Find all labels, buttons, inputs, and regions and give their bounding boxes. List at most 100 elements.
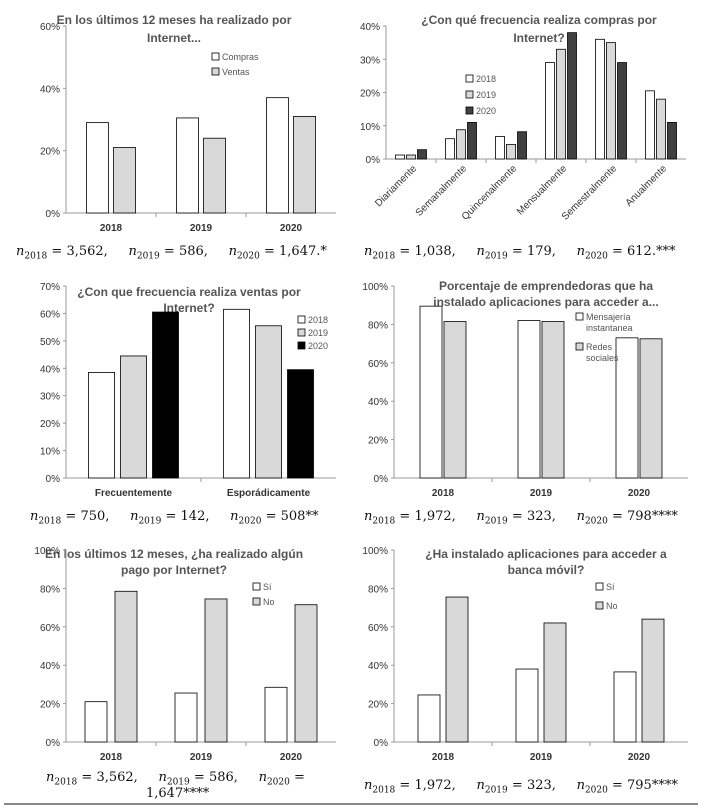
x-tick-label: 2019 bbox=[190, 752, 213, 763]
x-tick-label: Semestralmente bbox=[560, 163, 620, 223]
bar-c4-Mensajería-instantanea-2019 bbox=[517, 320, 541, 479]
bar-c1-Compras-2019 bbox=[176, 117, 199, 214]
chart-panel-apps-installed: Porcentaje de emprendedoras que ha instal… bbox=[356, 276, 698, 508]
legend-label: sociales bbox=[586, 353, 619, 363]
bar-c2-2020-Semanalmente bbox=[467, 122, 477, 160]
bar-c2-2019-Semestralmente bbox=[606, 42, 616, 160]
y-tick-label: 80% bbox=[368, 320, 388, 331]
y-tick-label: 0% bbox=[46, 474, 61, 485]
y-tick-label: 80% bbox=[40, 584, 60, 595]
y-tick-label: 30% bbox=[360, 55, 380, 66]
legend-swatch bbox=[211, 52, 220, 61]
y-tick-label: 40% bbox=[360, 22, 380, 33]
bar-c2-2019-Quincenalmente bbox=[506, 143, 516, 160]
y-tick-label: 10% bbox=[360, 122, 380, 133]
x-tick-label: 2020 bbox=[628, 752, 651, 763]
x-tick-label: 2020 bbox=[280, 223, 303, 234]
y-tick-label: 20% bbox=[40, 700, 60, 711]
bar-c5-Sí-2018 bbox=[84, 701, 108, 743]
chart-title: ¿Con que frecuencia realiza ventas por bbox=[77, 285, 301, 299]
legend-swatch bbox=[297, 315, 306, 324]
y-tick-label: 40% bbox=[40, 84, 60, 95]
x-tick-label: Diariamente bbox=[373, 163, 419, 209]
legend-label: No bbox=[263, 597, 275, 607]
legend-label: Sí bbox=[263, 582, 272, 592]
sample-note-purchase-frequency: n2018 = 1,038, n2019 = 179, n2020 = 612.… bbox=[364, 244, 676, 262]
bottom-divider bbox=[4, 803, 698, 805]
y-tick-label: 70% bbox=[40, 282, 60, 293]
bar-c2-2018-Semanalmente bbox=[445, 138, 455, 160]
chart-title: pago por Internet? bbox=[121, 563, 227, 577]
bar-c2-2019-Semanalmente bbox=[456, 129, 466, 160]
chart-title: Internet... bbox=[147, 31, 201, 45]
chart-title: En los últimos 12 meses, ¿ha realizado a… bbox=[45, 547, 303, 561]
y-tick-label: 20% bbox=[40, 147, 60, 158]
bar-c2-2020-Diariamente bbox=[417, 149, 427, 160]
y-tick-label: 50% bbox=[40, 337, 60, 348]
chart-panel-sales-frequency: ¿Con que frecuencia realiza ventas por In… bbox=[4, 276, 346, 508]
chart-title: En los últimos 12 meses ha realizado por bbox=[57, 13, 292, 27]
bar-c2-2018-Semestralmente bbox=[595, 38, 605, 160]
legend-swatch bbox=[595, 582, 604, 591]
legend-label: Ventas bbox=[222, 67, 250, 77]
x-tick-label: 2019 bbox=[530, 488, 553, 499]
chart-mobile-banking: ¿Ha instalado aplicaciones para acceder … bbox=[362, 546, 688, 763]
bar-c5-No-2019 bbox=[204, 598, 228, 743]
bar-c6-Sí-2020 bbox=[613, 671, 637, 743]
x-tick-label: 2018 bbox=[100, 752, 123, 763]
bar-c1-Ventas-2018 bbox=[113, 147, 136, 214]
bar-c3-2018-Frecuentemente bbox=[88, 372, 115, 479]
legend-label: 2020 bbox=[476, 106, 496, 116]
bar-c5-No-2020 bbox=[294, 604, 318, 743]
x-tick-label: Semanalmente bbox=[414, 163, 470, 219]
y-tick-label: 40% bbox=[368, 397, 388, 408]
legend-swatch bbox=[465, 90, 474, 99]
y-tick-label: 60% bbox=[368, 623, 388, 634]
chart-apps-installed: Porcentaje de emprendedoras que ha instal… bbox=[362, 279, 688, 499]
chart-title: ¿Ha instalado aplicaciones para acceder … bbox=[425, 547, 667, 561]
bar-c5-Sí-2019 bbox=[174, 692, 198, 743]
chart-title: Internet? bbox=[513, 31, 564, 45]
bar-c6-No-2019 bbox=[543, 622, 567, 743]
chart-online-activity: En los últimos 12 meses ha realizado por… bbox=[40, 13, 336, 234]
y-tick-label: 100% bbox=[34, 546, 60, 557]
chart-title: instalado aplicaciones para acceder a... bbox=[433, 295, 658, 309]
bar-c6-No-2020 bbox=[641, 618, 665, 743]
legend-swatch bbox=[297, 328, 306, 337]
bar-c1-Ventas-2019 bbox=[203, 137, 226, 214]
chart-title: Porcentaje de emprendedoras que ha bbox=[439, 279, 653, 293]
sample-note-sales-frequency: n2018 = 750, n2019 = 142, n2020 = 508** bbox=[30, 509, 319, 527]
legend-swatch bbox=[465, 106, 474, 115]
chart-title: banca móvil? bbox=[508, 563, 585, 577]
chart-sales-frequency: ¿Con que frecuencia realiza ventas por In… bbox=[40, 282, 336, 499]
bar-c3-2020-Frecuentemente bbox=[152, 311, 179, 479]
legend-swatch bbox=[465, 74, 474, 83]
bar-c2-2019-Diariamente bbox=[406, 154, 416, 160]
legend-label: 2018 bbox=[308, 315, 328, 325]
legend-label: 2019 bbox=[476, 90, 496, 100]
x-tick-label: 2018 bbox=[100, 223, 123, 234]
chart-title: Internet? bbox=[163, 301, 214, 315]
legend-label: 2018 bbox=[476, 74, 496, 84]
bar-c5-Sí-2020 bbox=[264, 686, 288, 743]
chart-title: ¿Con qué frecuencia realiza compras por bbox=[421, 13, 657, 27]
x-tick-label: 2019 bbox=[190, 223, 213, 234]
y-tick-label: 20% bbox=[368, 700, 388, 711]
legend-swatch bbox=[575, 342, 584, 351]
x-tick-label: 2020 bbox=[280, 752, 303, 763]
sample-note-online-activity: n2018 = 3,562, n2019 = 586, n2020 = 1,64… bbox=[16, 244, 327, 262]
bar-c1-Ventas-2020 bbox=[293, 115, 316, 214]
y-tick-label: 80% bbox=[368, 584, 388, 595]
bar-c3-2020-Esporádicamente bbox=[287, 369, 314, 479]
bar-c6-Sí-2018 bbox=[417, 694, 441, 743]
y-tick-label: 10% bbox=[40, 447, 60, 458]
bar-c2-2019-Mensualmente bbox=[556, 48, 566, 160]
bar-c6-No-2018 bbox=[445, 596, 469, 743]
legend-swatch bbox=[297, 341, 306, 350]
x-tick-label: Mensualmente bbox=[515, 163, 569, 217]
chart-panel-online-activity: En los últimos 12 meses ha realizado por… bbox=[4, 4, 346, 238]
y-tick-label: 30% bbox=[40, 392, 60, 403]
x-tick-label: Frecuentemente bbox=[95, 488, 173, 499]
legend-label: instantanea bbox=[586, 323, 633, 333]
y-tick-label: 60% bbox=[40, 22, 60, 33]
